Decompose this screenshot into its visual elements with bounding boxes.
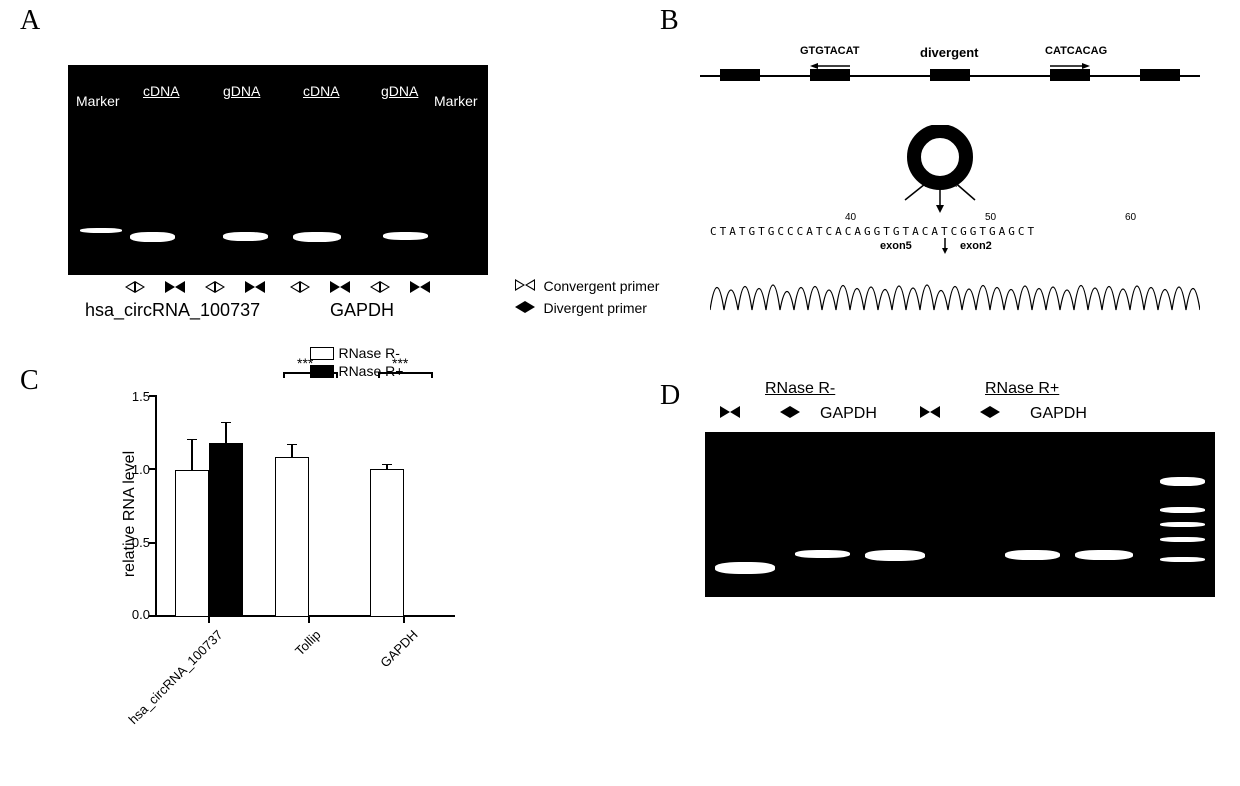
primer-legend: Convergent primer Divergent primer xyxy=(515,278,659,318)
band-gdna1-conv xyxy=(223,232,268,241)
lane-marker-left: Marker xyxy=(76,93,120,109)
band-cdna2-div xyxy=(293,232,341,242)
lane-cdna-1: cDNA xyxy=(143,83,180,99)
gapdh-label-2: GAPDH xyxy=(1030,405,1087,423)
xlabel-2: Tollip xyxy=(249,627,323,701)
panel-b-gene-diagram: GTGTACAT divergent CATCACAG xyxy=(700,45,1200,105)
sig-gapdh: *** xyxy=(392,355,408,371)
circle-diagram xyxy=(900,125,1020,220)
sig-tollip: *** xyxy=(297,355,313,371)
band-d2 xyxy=(795,550,850,558)
lane-gdna-1: gDNA xyxy=(223,83,260,99)
band-d1 xyxy=(715,562,775,574)
lane-gdna-2: gDNA xyxy=(381,83,418,99)
chromatogram xyxy=(710,255,1200,315)
chart-ylabel: relative RNA level xyxy=(121,434,139,594)
bar-g2-minus xyxy=(275,457,309,617)
panel-c-chart: 0.0 0.5 1.0 1.5 relative RNA level *** *… xyxy=(105,395,465,675)
panel-b-label: B xyxy=(660,5,679,37)
ladder-2 xyxy=(1160,507,1205,513)
panel-a-group-left: hsa_circRNA_100737 xyxy=(85,300,260,321)
lane-cdna-2: cDNA xyxy=(303,83,340,99)
ladder-5 xyxy=(1160,557,1205,562)
seq-left-label: GTGTACAT xyxy=(800,45,859,57)
header-rnase-plus: RNase R+ xyxy=(985,380,1059,398)
panel-a-gel: Marker cDNA gDNA cDNA gDNA Marker xyxy=(68,65,488,275)
panel-d-label: D xyxy=(660,380,680,412)
panel-a-group-right: GAPDH xyxy=(330,300,394,321)
sequence-text: CTATGTGCCCATCACAGGTGTACATCGGTGAGCT xyxy=(710,225,1210,238)
divergent-label: divergent xyxy=(920,45,979,60)
seq-right-label: CATCACAG xyxy=(1045,45,1107,57)
ladder-4 xyxy=(1160,537,1205,542)
panel-c-label: C xyxy=(20,365,39,397)
gapdh-label-1: GAPDH xyxy=(820,405,877,423)
bar-g3-minus xyxy=(370,469,404,617)
panel-d-gel xyxy=(705,432,1215,597)
legend-rnase-minus: RNase R- xyxy=(338,345,399,361)
bar-g1-plus xyxy=(209,443,243,617)
xlabel-1: hsa_circRNA_100737 xyxy=(102,627,226,751)
exon2-label: exon2 xyxy=(960,240,992,252)
bar-g1-minus xyxy=(175,470,209,617)
convergent-primer-label: Convergent primer xyxy=(543,278,659,294)
xlabel-3: GAPDH xyxy=(343,627,421,705)
exon5-label: exon5 xyxy=(880,240,912,252)
band-d6 xyxy=(1075,550,1133,560)
band-gdna2-conv xyxy=(383,232,428,240)
ladder-3 xyxy=(1160,522,1205,527)
band-d5 xyxy=(1005,550,1060,560)
panel-c-legend: RNase R- RNase R+ xyxy=(310,345,403,381)
ladder-1 xyxy=(1160,477,1205,486)
band-cdna1-div xyxy=(130,232,175,242)
band-marker-left xyxy=(80,228,122,233)
panel-a-label: A xyxy=(20,5,40,37)
divergent-primer-label: Divergent primer xyxy=(543,300,646,316)
header-rnase-minus: RNase R- xyxy=(765,380,835,398)
lane-marker-right: Marker xyxy=(434,93,478,109)
band-d3 xyxy=(865,550,925,561)
